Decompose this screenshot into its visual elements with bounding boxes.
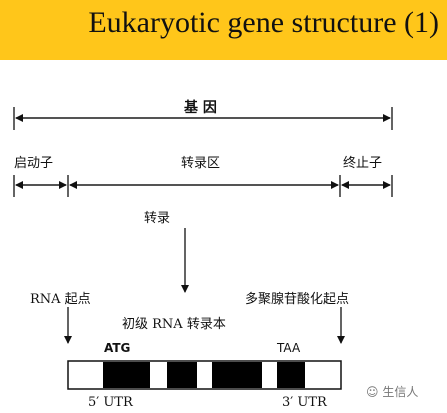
utr5-label: 5′ UTR	[88, 395, 133, 410]
slide-title: Eukaryotic gene structure (1)	[88, 6, 439, 39]
transcribed-region-label: 转录区	[181, 156, 221, 171]
primary-transcript-bar	[67, 360, 342, 390]
exon-4	[277, 362, 305, 388]
title-banner: Eukaryotic gene structure (1)	[0, 0, 447, 60]
primary-transcript-label: 初级 RNA 转录本	[122, 317, 226, 332]
transcription-label: 转录	[144, 211, 171, 226]
exon-2	[167, 362, 197, 388]
start-codon-label: ATG	[104, 341, 131, 355]
terminator-label: 终止子	[343, 156, 383, 171]
utr3-label: 3′ UTR	[282, 395, 327, 410]
watermark: ☺ 生信人	[366, 383, 418, 400]
watermark-text: 生信人	[382, 385, 419, 399]
region-arrows	[13, 175, 393, 197]
gene-span-arrow	[13, 107, 393, 130]
stop-codon-label: TAA	[277, 341, 301, 355]
exon-3	[212, 362, 262, 388]
watermark-icon: ☺	[366, 385, 383, 399]
polya-site-label: 多聚腺苷酸化起点	[245, 292, 350, 307]
gene-label: 基 因	[184, 100, 217, 116]
exon-1	[103, 362, 150, 388]
rna-start-label: RNA 起点	[30, 292, 91, 307]
promoter-label: 启动子	[14, 156, 54, 171]
